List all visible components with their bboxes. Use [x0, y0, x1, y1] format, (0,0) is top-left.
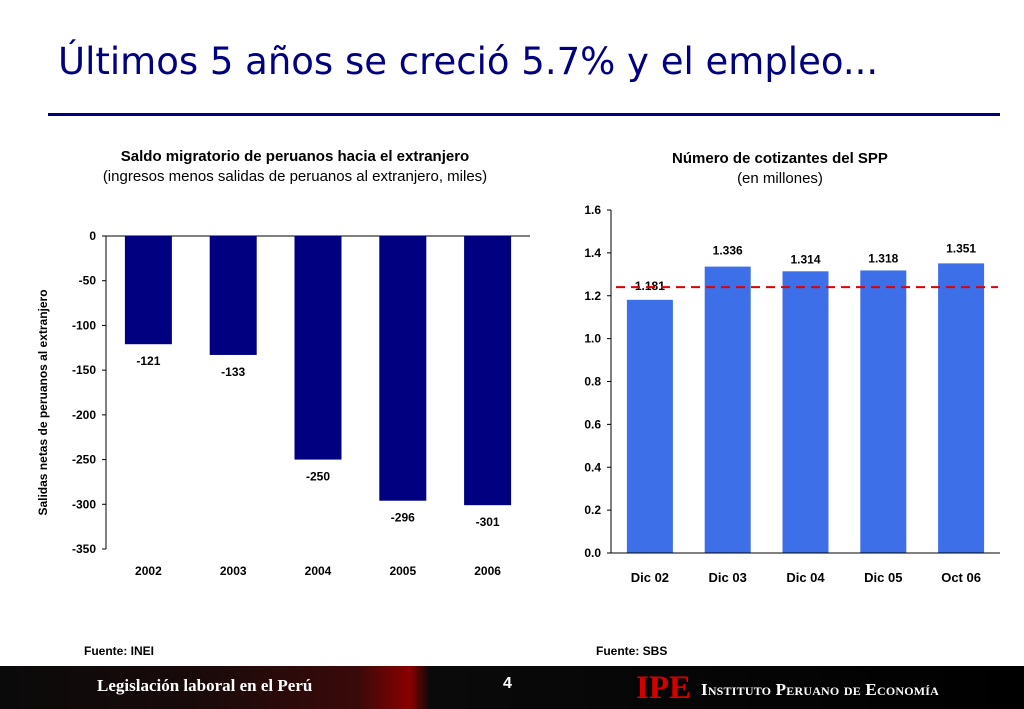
footer-text: Legislación laboral en el Perú [97, 676, 313, 695]
right-chart-title: Número de cotizantes del SPP (en millone… [560, 149, 1000, 189]
bar [626, 299, 673, 553]
data-label: -250 [306, 470, 330, 484]
y-tick-label: 0.0 [584, 546, 601, 560]
y-tick-label: -50 [79, 274, 97, 288]
spp-bar-chart: 0.0 0.2 0.4 0.6 0.8 1.0 1.2 1.4 1.6 1.181 Dic 02 1.… [584, 203, 1000, 585]
y-tick-label: -350 [72, 542, 96, 556]
bar [782, 271, 829, 553]
y-tick-label: 1.2 [584, 289, 601, 303]
y-tick-label: 1.6 [584, 203, 601, 217]
data-label: 1.314 [790, 252, 820, 266]
x-tick-label: Dic 04 [786, 570, 825, 585]
data-label: -133 [221, 365, 245, 379]
x-tick-label: 2003 [220, 564, 247, 578]
right-source: Fuente: SBS [596, 644, 668, 658]
data-label: -301 [476, 515, 500, 529]
slide-title: Últimos 5 años se creció 5.7% y el emple… [58, 40, 879, 83]
bar [860, 270, 907, 553]
data-label: 1.351 [946, 241, 976, 255]
title-divider [48, 113, 1000, 116]
y-tick-label: 0.2 [584, 503, 601, 517]
data-label: 1.318 [868, 251, 898, 265]
x-tick-label: 2004 [305, 564, 332, 578]
data-label: -296 [391, 511, 415, 525]
left-chart-title: Saldo migratorio de peruanos hacia el ex… [40, 147, 550, 187]
y-tick-label: 0.4 [584, 460, 601, 474]
y-tick-label: 1.4 [584, 246, 601, 260]
y-tick-label: -300 [72, 497, 96, 511]
y-tick-label: -200 [72, 408, 96, 422]
left-chart-subtitle: (ingresos menos salidas de peruanos al e… [102, 168, 488, 185]
bar [464, 236, 512, 506]
bar [704, 266, 751, 553]
page-number: 4 [503, 675, 512, 692]
x-tick-label: Dic 03 [709, 570, 747, 585]
x-tick-label: Dic 02 [631, 570, 669, 585]
bar [379, 236, 427, 501]
bar [938, 263, 985, 553]
x-tick-label: Dic 05 [864, 570, 902, 585]
y-tick-label: 0.8 [584, 375, 601, 389]
y-tick-label: 1.0 [584, 332, 601, 346]
bar [209, 236, 257, 355]
migration-bar-chart: 0 -50 -100 -150 -200 -250 -300 -350 -121 2002 -133… [36, 229, 530, 578]
y-axis-title: Salidas netas de peruanos al extranjero [36, 289, 50, 515]
y-tick-label: 0.6 [584, 417, 601, 431]
y-tick-label: -100 [72, 318, 96, 332]
right-chart-title-text: Número de cotizantes del SPP [672, 150, 888, 167]
y-tick-label: -250 [72, 453, 96, 467]
x-tick-label: Oct 06 [941, 570, 981, 585]
x-tick-label: 2002 [135, 564, 162, 578]
bar [294, 236, 342, 460]
bar [124, 236, 172, 345]
data-label: 1.336 [713, 244, 743, 258]
right-chart-subtitle: (en millones) [737, 170, 823, 187]
y-tick-label: 0 [89, 229, 96, 243]
left-chart-title-text: Saldo migratorio de peruanos hacia el ex… [120, 148, 470, 165]
footer-bar: Legislación laboral en el Perú 4 IPE Ins… [0, 666, 1024, 709]
left-source: Fuente: INEI [84, 644, 155, 658]
data-label: -121 [136, 354, 160, 368]
institution-name: Instituto Peruano de Economía [701, 680, 940, 699]
data-label: 1.181 [635, 279, 665, 293]
y-tick-label: -150 [72, 363, 96, 377]
x-tick-label: 2005 [389, 564, 416, 578]
ipe-logo: IPE [636, 670, 692, 706]
x-tick-label: 2006 [474, 564, 501, 578]
